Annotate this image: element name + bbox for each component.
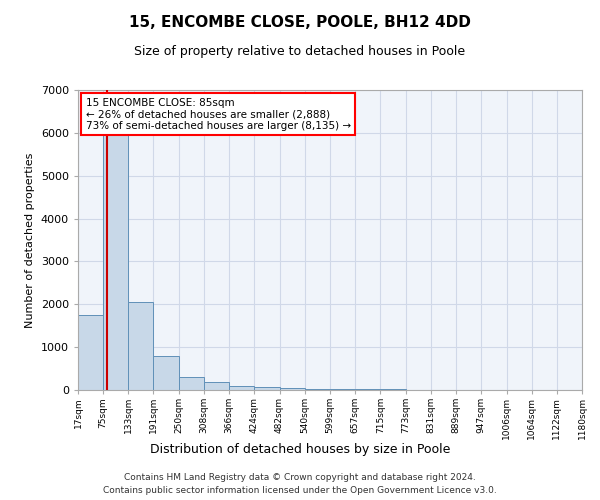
Bar [229,386,254,390]
Bar [355,389,380,390]
Text: 15 ENCOMBE CLOSE: 85sqm
← 26% of detached houses are smaller (2,888)
73% of semi: 15 ENCOMBE CLOSE: 85sqm ← 26% of detache… [86,98,350,130]
Bar [305,388,330,390]
Bar [280,388,305,390]
Bar [330,389,355,390]
Text: Contains HM Land Registry data © Crown copyright and database right 2024.: Contains HM Land Registry data © Crown c… [124,472,476,482]
Y-axis label: Number of detached properties: Number of detached properties [25,152,35,328]
Bar [179,376,204,390]
Bar [78,315,103,390]
Text: Distribution of detached houses by size in Poole: Distribution of detached houses by size … [150,442,450,456]
Bar [254,387,280,390]
Text: Size of property relative to detached houses in Poole: Size of property relative to detached ho… [134,45,466,58]
Bar [128,302,154,390]
Bar [103,130,128,390]
Bar [154,356,179,390]
Text: Contains public sector information licensed under the Open Government Licence v3: Contains public sector information licen… [103,486,497,495]
Bar [204,382,229,390]
Text: 15, ENCOMBE CLOSE, POOLE, BH12 4DD: 15, ENCOMBE CLOSE, POOLE, BH12 4DD [129,15,471,30]
